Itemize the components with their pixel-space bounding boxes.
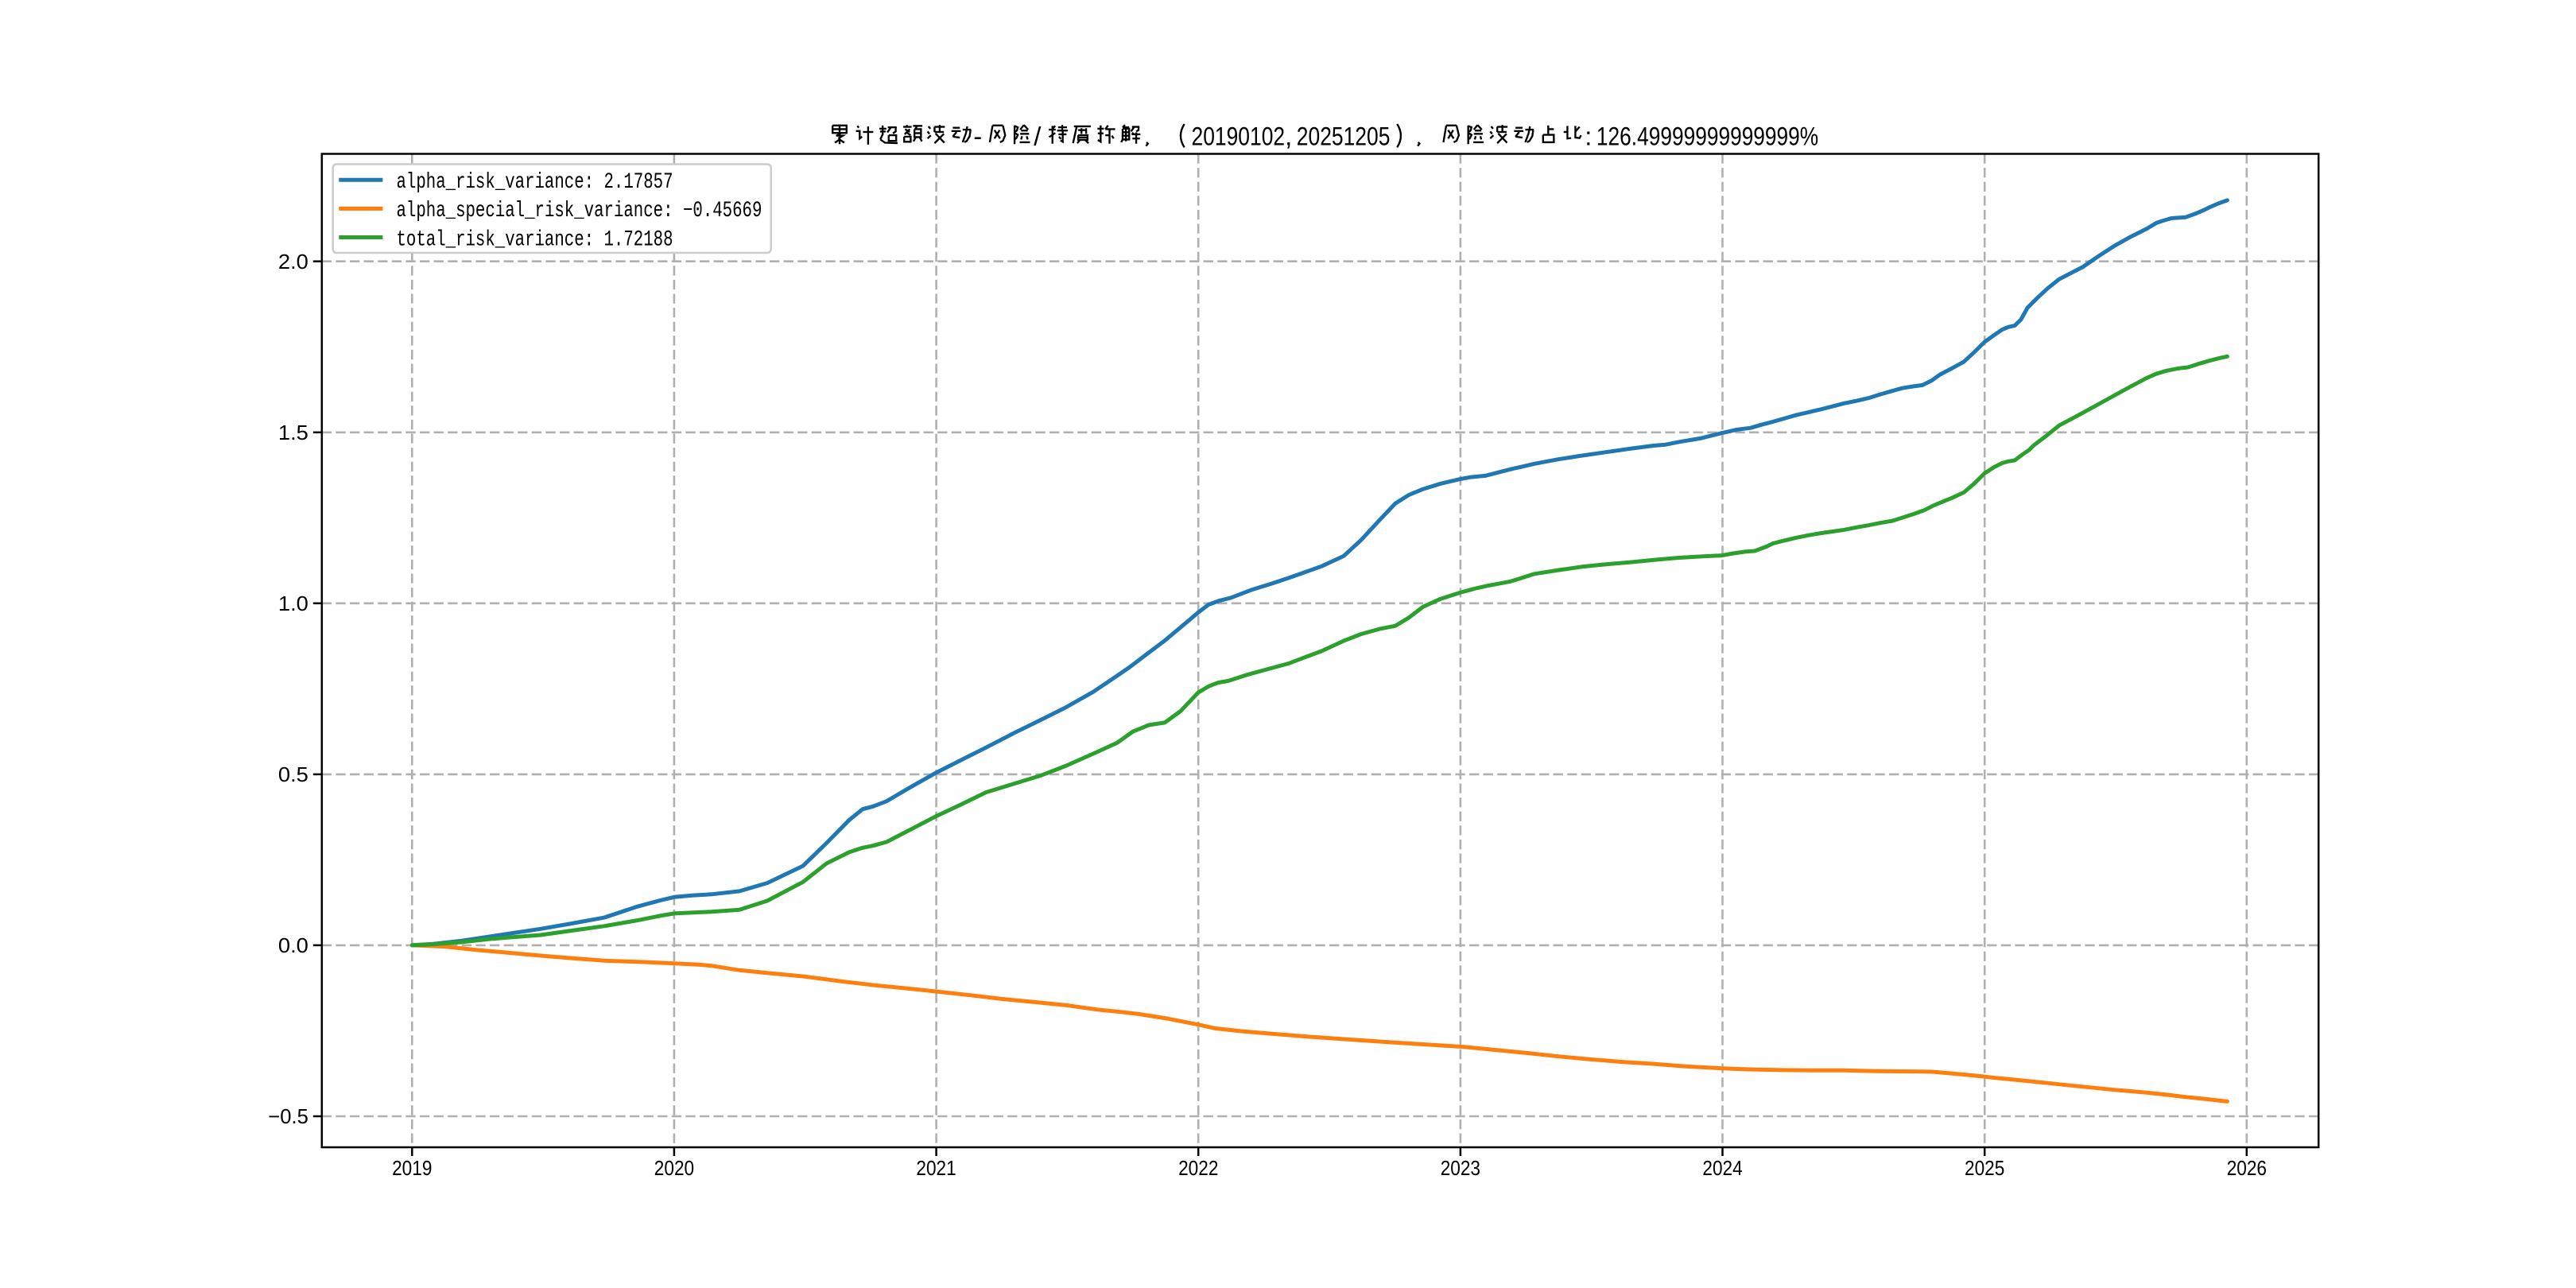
svg-text:2022: 2022 xyxy=(1178,1156,1218,1180)
svg-text:2019: 2019 xyxy=(392,1156,432,1180)
svg-text:2026: 2026 xyxy=(2227,1156,2267,1180)
svg-text:/: / xyxy=(1034,121,1042,150)
svg-text:−0.5: −0.5 xyxy=(268,1104,308,1128)
svg-text:alpha_special_risk_variance: −: alpha_special_risk_variance: −0.45669 xyxy=(397,199,762,223)
svg-text:2023: 2023 xyxy=(1441,1156,1480,1180)
svg-text:1.0: 1.0 xyxy=(278,592,308,615)
svg-text:126.49999999999999%: 126.49999999999999% xyxy=(1596,121,1818,150)
svg-text:1.5: 1.5 xyxy=(278,421,308,444)
svg-text:2025: 2025 xyxy=(1965,1156,2004,1180)
svg-text:2024: 2024 xyxy=(1702,1156,1742,1180)
svg-text::: : xyxy=(1585,121,1592,150)
svg-text:alpha_risk_variance: 2.17857: alpha_risk_variance: 2.17857 xyxy=(397,170,673,195)
svg-text:,: , xyxy=(1285,121,1292,150)
svg-text:-: - xyxy=(973,121,982,150)
svg-text:total_risk_variance: 1.72188: total_risk_variance: 1.72188 xyxy=(397,227,673,252)
svg-text:20190102: 20190102 xyxy=(1192,121,1286,150)
svg-text:2020: 2020 xyxy=(654,1156,694,1180)
svg-text:20251205: 20251205 xyxy=(1297,121,1391,150)
svg-text:0.0: 0.0 xyxy=(278,933,308,957)
svg-text:2021: 2021 xyxy=(916,1156,956,1180)
svg-text:0.5: 0.5 xyxy=(278,762,308,786)
svg-text:2.0: 2.0 xyxy=(278,250,308,274)
